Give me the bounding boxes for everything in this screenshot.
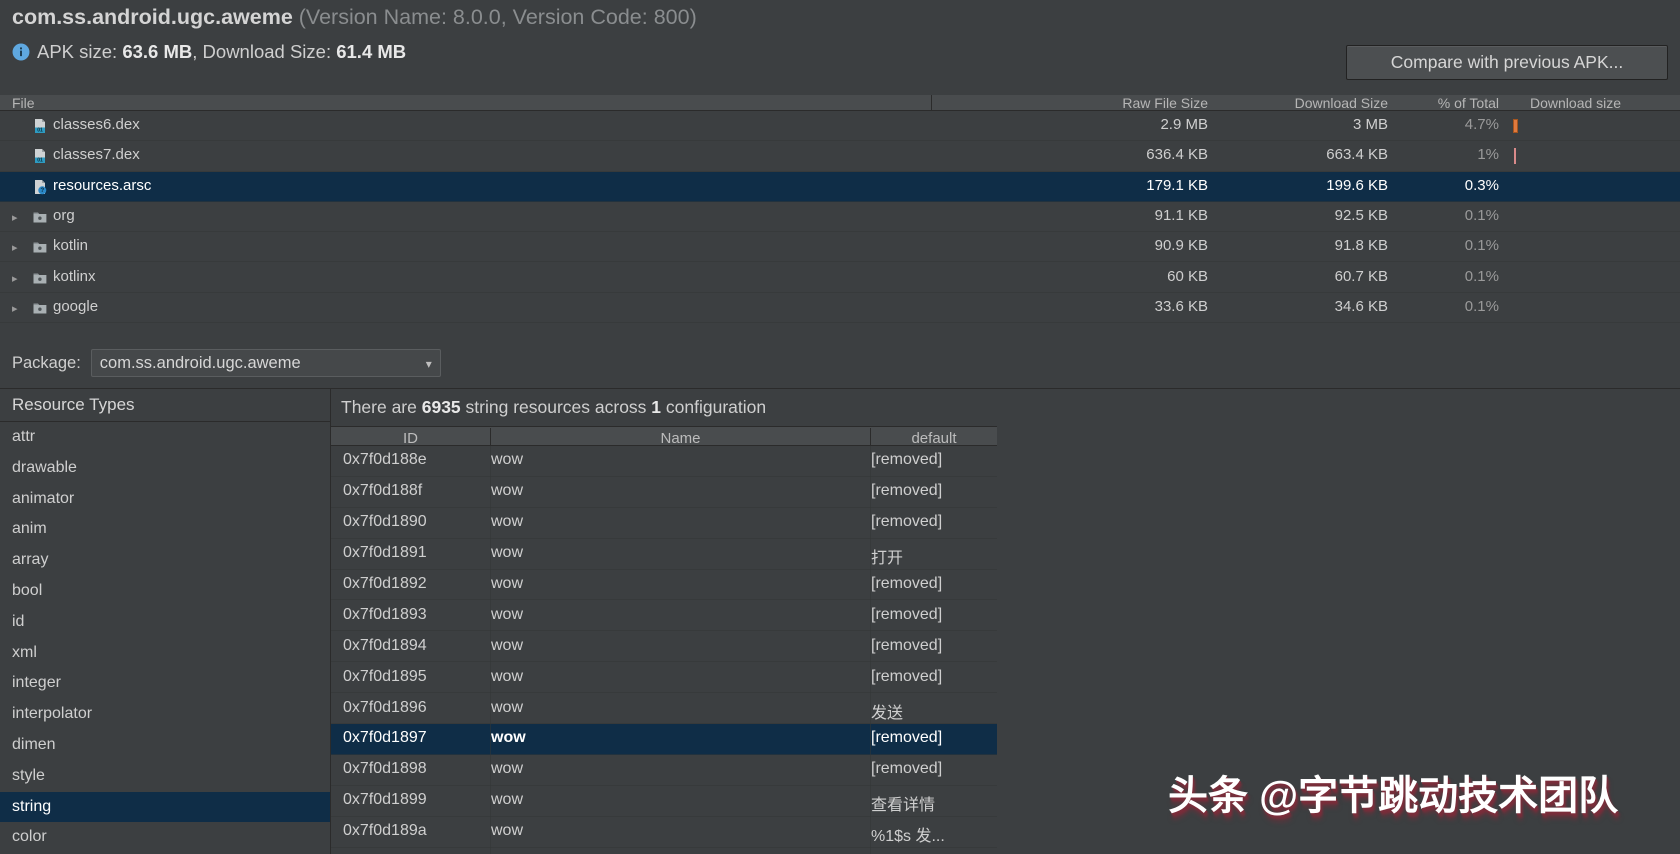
svg-text:01: 01 [37,158,43,164]
svg-text:01: 01 [37,128,43,134]
svg-text:?: ? [40,188,44,194]
